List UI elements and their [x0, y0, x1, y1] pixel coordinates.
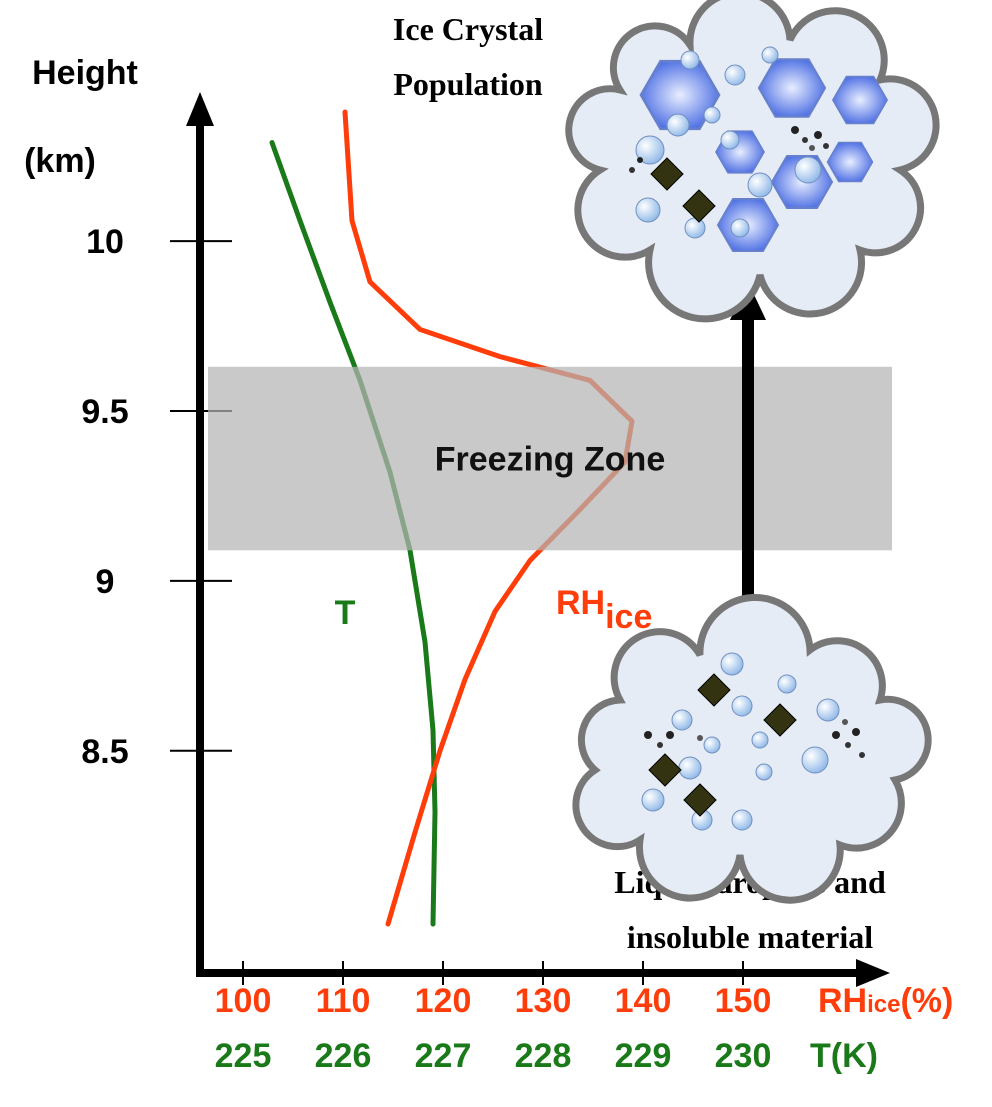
droplet — [720, 130, 740, 150]
droplet — [751, 731, 769, 749]
x2-tick-label: 225 — [215, 1037, 272, 1075]
insoluble-particle — [682, 189, 716, 223]
droplet — [680, 50, 700, 70]
insoluble-particle — [650, 157, 684, 191]
x-tick-label: 150 — [715, 982, 772, 1020]
annotation: Ice Crystal — [393, 11, 543, 47]
series-label-main: RH — [556, 584, 605, 622]
particle — [791, 126, 799, 134]
series-label: RHice — [556, 584, 652, 636]
series-label-sub: ice — [605, 598, 652, 636]
droplet — [731, 809, 753, 831]
particle — [832, 731, 840, 739]
particle — [845, 742, 851, 748]
particle — [842, 719, 848, 725]
particle — [823, 143, 829, 149]
x-tick-label: 110 — [316, 982, 371, 1020]
droplet — [703, 736, 721, 754]
particle — [852, 728, 860, 736]
x2-axis-label: T(K) — [810, 1037, 878, 1075]
particle — [697, 735, 703, 741]
particle — [657, 742, 663, 748]
droplet — [671, 709, 693, 731]
series-label: T — [335, 594, 356, 632]
y-axis-label: Height — [32, 54, 138, 92]
droplet — [641, 788, 665, 812]
plot-area: Freezing Zone — [170, 109, 892, 985]
y-tick-label: 9.5 — [81, 393, 128, 431]
band-label: Freezing Zone — [435, 441, 665, 479]
x-axis-label-main: RH — [818, 982, 867, 1020]
x-axis-label-sub: ice — [867, 991, 900, 1018]
particle — [644, 731, 652, 739]
y-tick-label: 9 — [96, 563, 115, 601]
y-tick-label: 10 — [86, 223, 124, 261]
droplet — [794, 156, 822, 184]
x-tick-label: 100 — [215, 982, 272, 1020]
x2-tick-label: 230 — [715, 1037, 772, 1075]
insoluble-particle — [763, 703, 797, 737]
particle — [637, 157, 643, 163]
droplet — [666, 113, 690, 137]
insoluble-particle — [683, 783, 717, 817]
droplet — [684, 217, 706, 239]
insoluble-particle — [648, 753, 682, 787]
annotation: insoluble material — [627, 919, 873, 955]
droplet — [703, 106, 721, 124]
droplet — [731, 695, 753, 717]
x-axis-label: RHice(%) — [818, 982, 953, 1020]
droplet — [816, 698, 840, 722]
ice-cloud — [565, 0, 940, 323]
droplet — [777, 674, 797, 694]
particle — [859, 752, 865, 758]
particle — [629, 167, 635, 173]
droplet — [635, 135, 665, 165]
x2-tick-label: 226 — [315, 1037, 372, 1075]
droplet — [761, 46, 779, 64]
x2-tick-label: 228 — [515, 1037, 572, 1075]
insoluble-particle — [697, 673, 731, 707]
x-tick-label: 120 — [415, 982, 472, 1020]
y-axis-arrow — [186, 92, 214, 126]
droplet — [801, 746, 829, 774]
droplet — [724, 64, 746, 86]
droplet — [755, 763, 773, 781]
droplet — [678, 756, 702, 780]
y-axis-unit: (km) — [24, 142, 96, 180]
particle — [814, 131, 822, 139]
y-tick-label: 8.5 — [81, 733, 128, 771]
x-axis-label-unit: (%) — [900, 982, 953, 1020]
droplet — [730, 218, 750, 238]
liquid-cloud — [572, 594, 932, 904]
particle — [802, 137, 808, 143]
droplet — [635, 197, 661, 223]
x2-tick-label: 229 — [615, 1037, 672, 1075]
cloud-outline — [572, 594, 932, 904]
x-axis-arrow — [856, 959, 890, 987]
droplet — [747, 172, 773, 198]
droplet — [720, 652, 744, 676]
x-tick-label: 140 — [615, 982, 672, 1020]
x-tick-label: 130 — [515, 982, 572, 1020]
particle — [666, 731, 674, 739]
particle — [809, 145, 815, 151]
x2-tick-label: 227 — [415, 1037, 472, 1075]
annotation: Population — [393, 66, 543, 102]
freezing-band — [208, 366, 892, 551]
